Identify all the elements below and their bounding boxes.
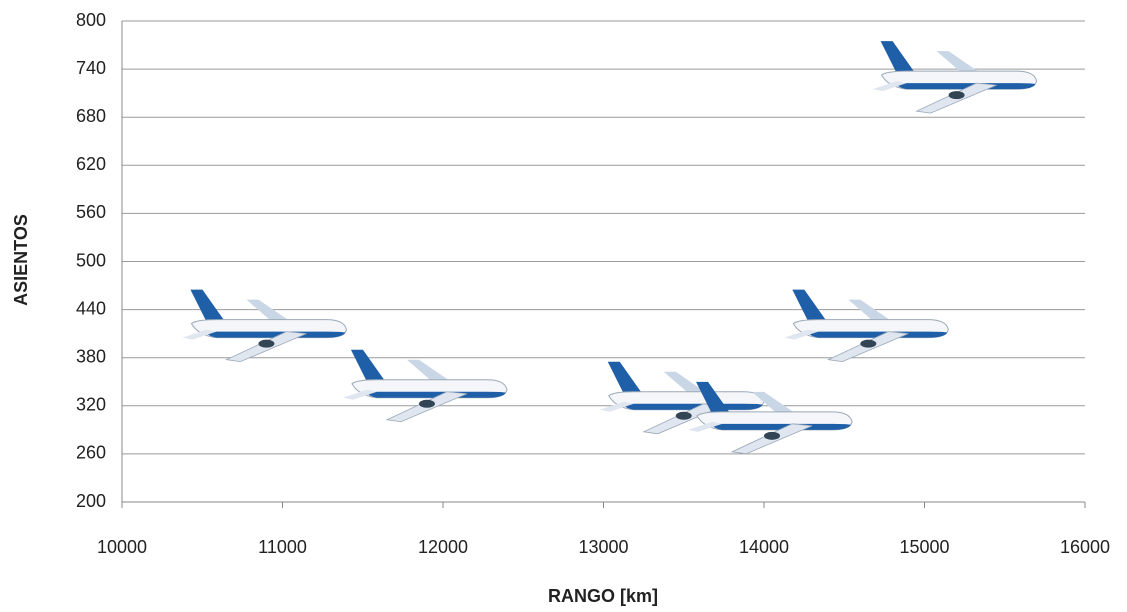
page: RANGO [km] ASIENTOS 200 260 320 380 440 500 56… [0, 0, 1127, 612]
airplane-marker [688, 382, 852, 454]
y-tick-label: 440 [76, 298, 106, 318]
y-tick-label: 560 [76, 202, 106, 222]
y-axis-title: ASIENTOS [11, 214, 31, 306]
airplane-marker [784, 290, 948, 362]
engine [860, 340, 876, 348]
x-tick-label: 16000 [1060, 537, 1110, 557]
engine [258, 340, 274, 348]
x-tick-label: 12000 [418, 537, 468, 557]
y-tick-label: 500 [76, 250, 106, 270]
x-tick-label: 10000 [97, 537, 147, 557]
x-tick-label: 14000 [739, 537, 789, 557]
y-tick-label: 800 [76, 10, 106, 30]
y-tick-label: 380 [76, 346, 106, 366]
airplane-marker [873, 41, 1037, 113]
x-tick-label: 15000 [899, 537, 949, 557]
engine [764, 432, 780, 440]
y-tick-label: 320 [76, 395, 106, 415]
y-tick-label: 200 [76, 491, 106, 511]
x-tick-label: 13000 [578, 537, 628, 557]
chart: RANGO [km] ASIENTOS 200 260 320 380 440 500 56… [0, 0, 1127, 612]
y-tick-label: 680 [76, 106, 106, 126]
engine [419, 400, 435, 408]
x-tick-label: 11000 [258, 537, 307, 557]
y-tick-label: 740 [76, 58, 106, 78]
airplane-marker [343, 350, 507, 422]
y-tick-label: 260 [76, 443, 106, 463]
engine [949, 91, 965, 99]
x-axis-title: RANGO [km] [548, 586, 658, 606]
airplane-marker [182, 290, 346, 362]
engine [676, 412, 692, 420]
y-tick-label: 620 [76, 154, 106, 174]
